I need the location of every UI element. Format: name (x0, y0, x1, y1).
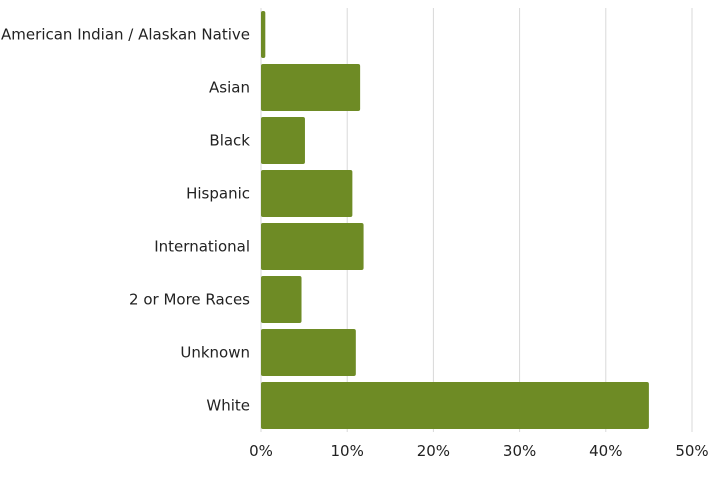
bar (261, 223, 364, 270)
x-tick-labels: 0% 10% 20% 30% 40% 50% (249, 442, 709, 460)
bar (261, 117, 305, 164)
category-label: International (154, 238, 250, 256)
category-label: Asian (209, 79, 250, 97)
category-label: 2 or More Races (129, 291, 250, 309)
bar (261, 170, 353, 217)
bar (261, 329, 356, 376)
x-tick-label: 30% (503, 442, 536, 460)
category-label: Hispanic (186, 185, 250, 203)
bars (261, 11, 649, 429)
x-tick-label: 0% (249, 442, 273, 460)
x-tick-label: 10% (331, 442, 364, 460)
category-label: American Indian / Alaskan Native (1, 26, 250, 44)
x-tick-label: 40% (589, 442, 622, 460)
category-labels: American Indian / Alaskan Native Asian Bla… (1, 26, 250, 415)
bar (261, 64, 361, 111)
category-label: Black (209, 132, 250, 150)
category-label: White (206, 397, 250, 415)
bar (261, 382, 649, 429)
category-label: Unknown (180, 344, 250, 362)
x-tick-label: 50% (675, 442, 708, 460)
bar (261, 11, 266, 58)
x-tick-label: 20% (417, 442, 450, 460)
bar (261, 276, 302, 323)
